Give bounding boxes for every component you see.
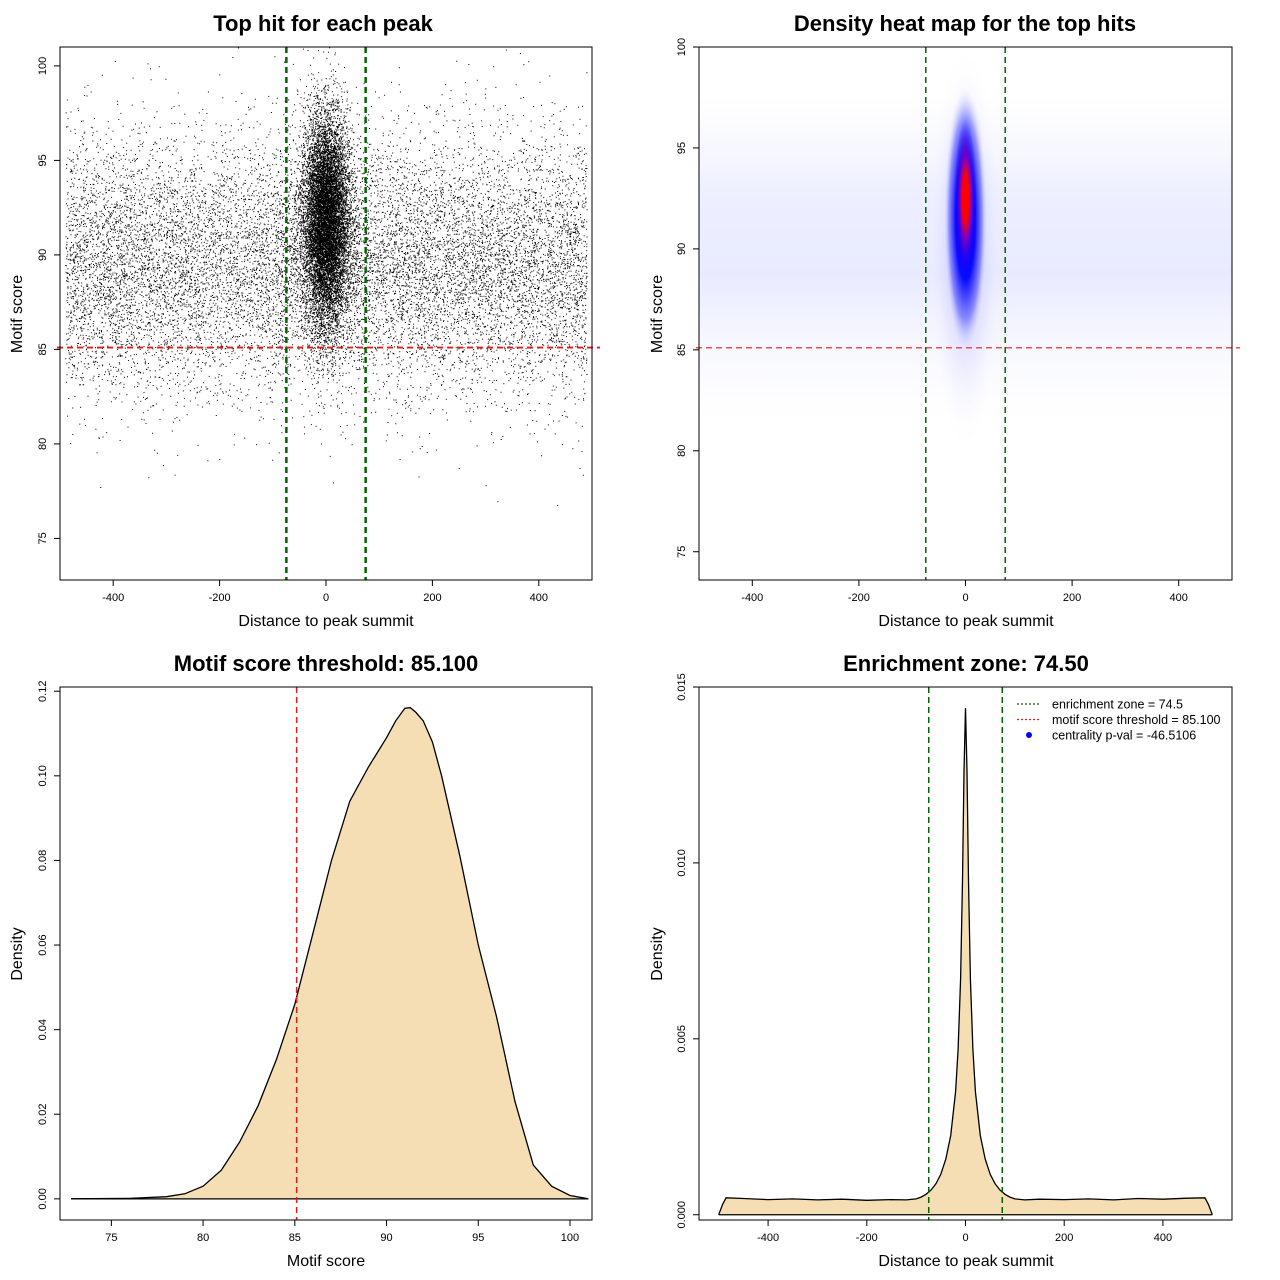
chart-title: Top hit for each peak <box>213 11 433 36</box>
scatter-point-cloud <box>65 47 588 506</box>
y-axis-label: Motif score <box>649 275 666 353</box>
x-tick-label: 200 <box>1063 592 1081 604</box>
y-tick-label: 85 <box>676 344 688 356</box>
x-tick-label: -400 <box>757 1232 779 1244</box>
x-tick-label: 200 <box>1055 1232 1073 1244</box>
x-axis-label: Distance to peak summit <box>878 1253 1054 1270</box>
y-tick-label: 95 <box>676 142 688 154</box>
chart-title: Density heat map for the top hits <box>794 11 1136 36</box>
density-heatmap <box>699 47 1232 454</box>
y-tick-label: 0.00 <box>37 1188 49 1209</box>
x-tick-label: 400 <box>530 592 548 604</box>
y-axis: 75 80 85 90 95 100 <box>37 57 60 545</box>
panel-heatmap: Density heat map for the top hits <box>649 11 1240 630</box>
x-tick-label: 400 <box>1154 1232 1172 1244</box>
legend-entry-label: motif score threshold = 85.100 <box>1052 713 1221 727</box>
reference-lines <box>57 47 600 580</box>
density-peak-region <box>954 118 977 279</box>
y-tick-label: 0.08 <box>37 850 49 871</box>
density-curve <box>718 708 1213 1215</box>
y-tick-label: 0.010 <box>676 849 688 877</box>
chart-title: Motif score threshold: 85.100 <box>174 651 478 676</box>
y-axis-label: Density <box>9 927 26 980</box>
x-tick-label: 80 <box>197 1232 209 1244</box>
x-tick-label: -200 <box>848 592 870 604</box>
panel-score-density: Motif score threshold: 85.100 75 80 85 90 95… <box>9 651 593 1270</box>
x-axis: 75 80 85 90 95 100 <box>105 1220 579 1244</box>
x-tick-label: 100 <box>561 1232 579 1244</box>
y-tick-label: 80 <box>37 438 49 450</box>
x-axis: -400 -200 0 200 400 <box>741 580 1188 604</box>
density-fill <box>718 708 1213 1215</box>
y-tick-label: 0.04 <box>37 1019 49 1040</box>
y-tick-label: 85 <box>37 343 49 355</box>
y-tick-label: 0.02 <box>37 1104 49 1125</box>
y-tick-label: 0.12 <box>37 681 49 702</box>
y-axis-label: Density <box>649 927 666 980</box>
scatter-points <box>65 47 588 506</box>
x-axis-label: Motif score <box>287 1253 365 1270</box>
y-tick-label: 95 <box>37 154 49 166</box>
y-tick-label: 75 <box>37 532 49 544</box>
x-tick-label: 400 <box>1170 592 1188 604</box>
reference-lines <box>696 47 1240 580</box>
x-tick-label: 75 <box>105 1232 117 1244</box>
legend-entry-label: enrichment zone = 74.5 <box>1052 698 1183 712</box>
y-axis-label: Motif score <box>9 275 26 353</box>
x-axis-label: Distance to peak summit <box>238 613 414 630</box>
legend-point-symbol <box>1026 732 1032 738</box>
chart-title: Enrichment zone: 74.50 <box>843 651 1089 676</box>
y-tick-label: 0.06 <box>37 934 49 955</box>
y-tick-label: 100 <box>37 57 49 75</box>
y-tick-label: 75 <box>676 546 688 558</box>
x-tick-label: -200 <box>209 592 231 604</box>
y-tick-label: 100 <box>676 38 688 56</box>
y-tick-label: 90 <box>37 249 49 261</box>
density-area <box>718 708 1213 1216</box>
y-tick-label: 0.10 <box>37 765 49 786</box>
panel-enrichment-density: Enrichment zone: 74.50 -400 -200 0 200 400 0… <box>649 651 1233 1270</box>
y-tick-label: 0.000 <box>676 1201 688 1229</box>
x-tick-label: 95 <box>472 1232 484 1244</box>
y-tick-label: 0.005 <box>676 1025 688 1053</box>
x-tick-label: -400 <box>102 592 124 604</box>
density-area <box>70 707 589 1200</box>
density-fill <box>71 707 589 1199</box>
panel-scatter: Top hit for each peak -400 -200 0 200 400 75… <box>9 11 600 630</box>
reference-lines <box>927 687 1004 1220</box>
density-curve <box>70 707 589 1200</box>
y-tick-label: 80 <box>676 445 688 457</box>
y-tick-label: 90 <box>676 243 688 255</box>
x-axis: -400 -200 0 200 400 <box>757 1220 1172 1244</box>
x-tick-label: -400 <box>741 592 763 604</box>
x-tick-label: 200 <box>423 592 441 604</box>
x-axis: -400 -200 0 200 400 <box>102 580 548 604</box>
x-tick-label: 0 <box>962 592 968 604</box>
legend-entry-label: centrality p-val = -46.5106 <box>1052 729 1196 743</box>
y-axis: 75 80 85 90 95 100 <box>676 38 699 558</box>
x-tick-label: 0 <box>323 592 329 604</box>
y-axis: 0.000 0.005 0.010 0.015 <box>676 673 699 1228</box>
y-axis: 0.00 0.02 0.04 0.06 0.08 0.10 0.12 <box>37 681 60 1210</box>
y-tick-label: 0.015 <box>676 673 688 701</box>
x-tick-label: 85 <box>289 1232 301 1244</box>
x-tick-label: 0 <box>962 1232 968 1244</box>
x-axis-label: Distance to peak summit <box>878 613 1054 630</box>
x-tick-label: -200 <box>856 1232 878 1244</box>
plot-frame <box>59 686 593 1221</box>
x-tick-label: 90 <box>380 1232 392 1244</box>
